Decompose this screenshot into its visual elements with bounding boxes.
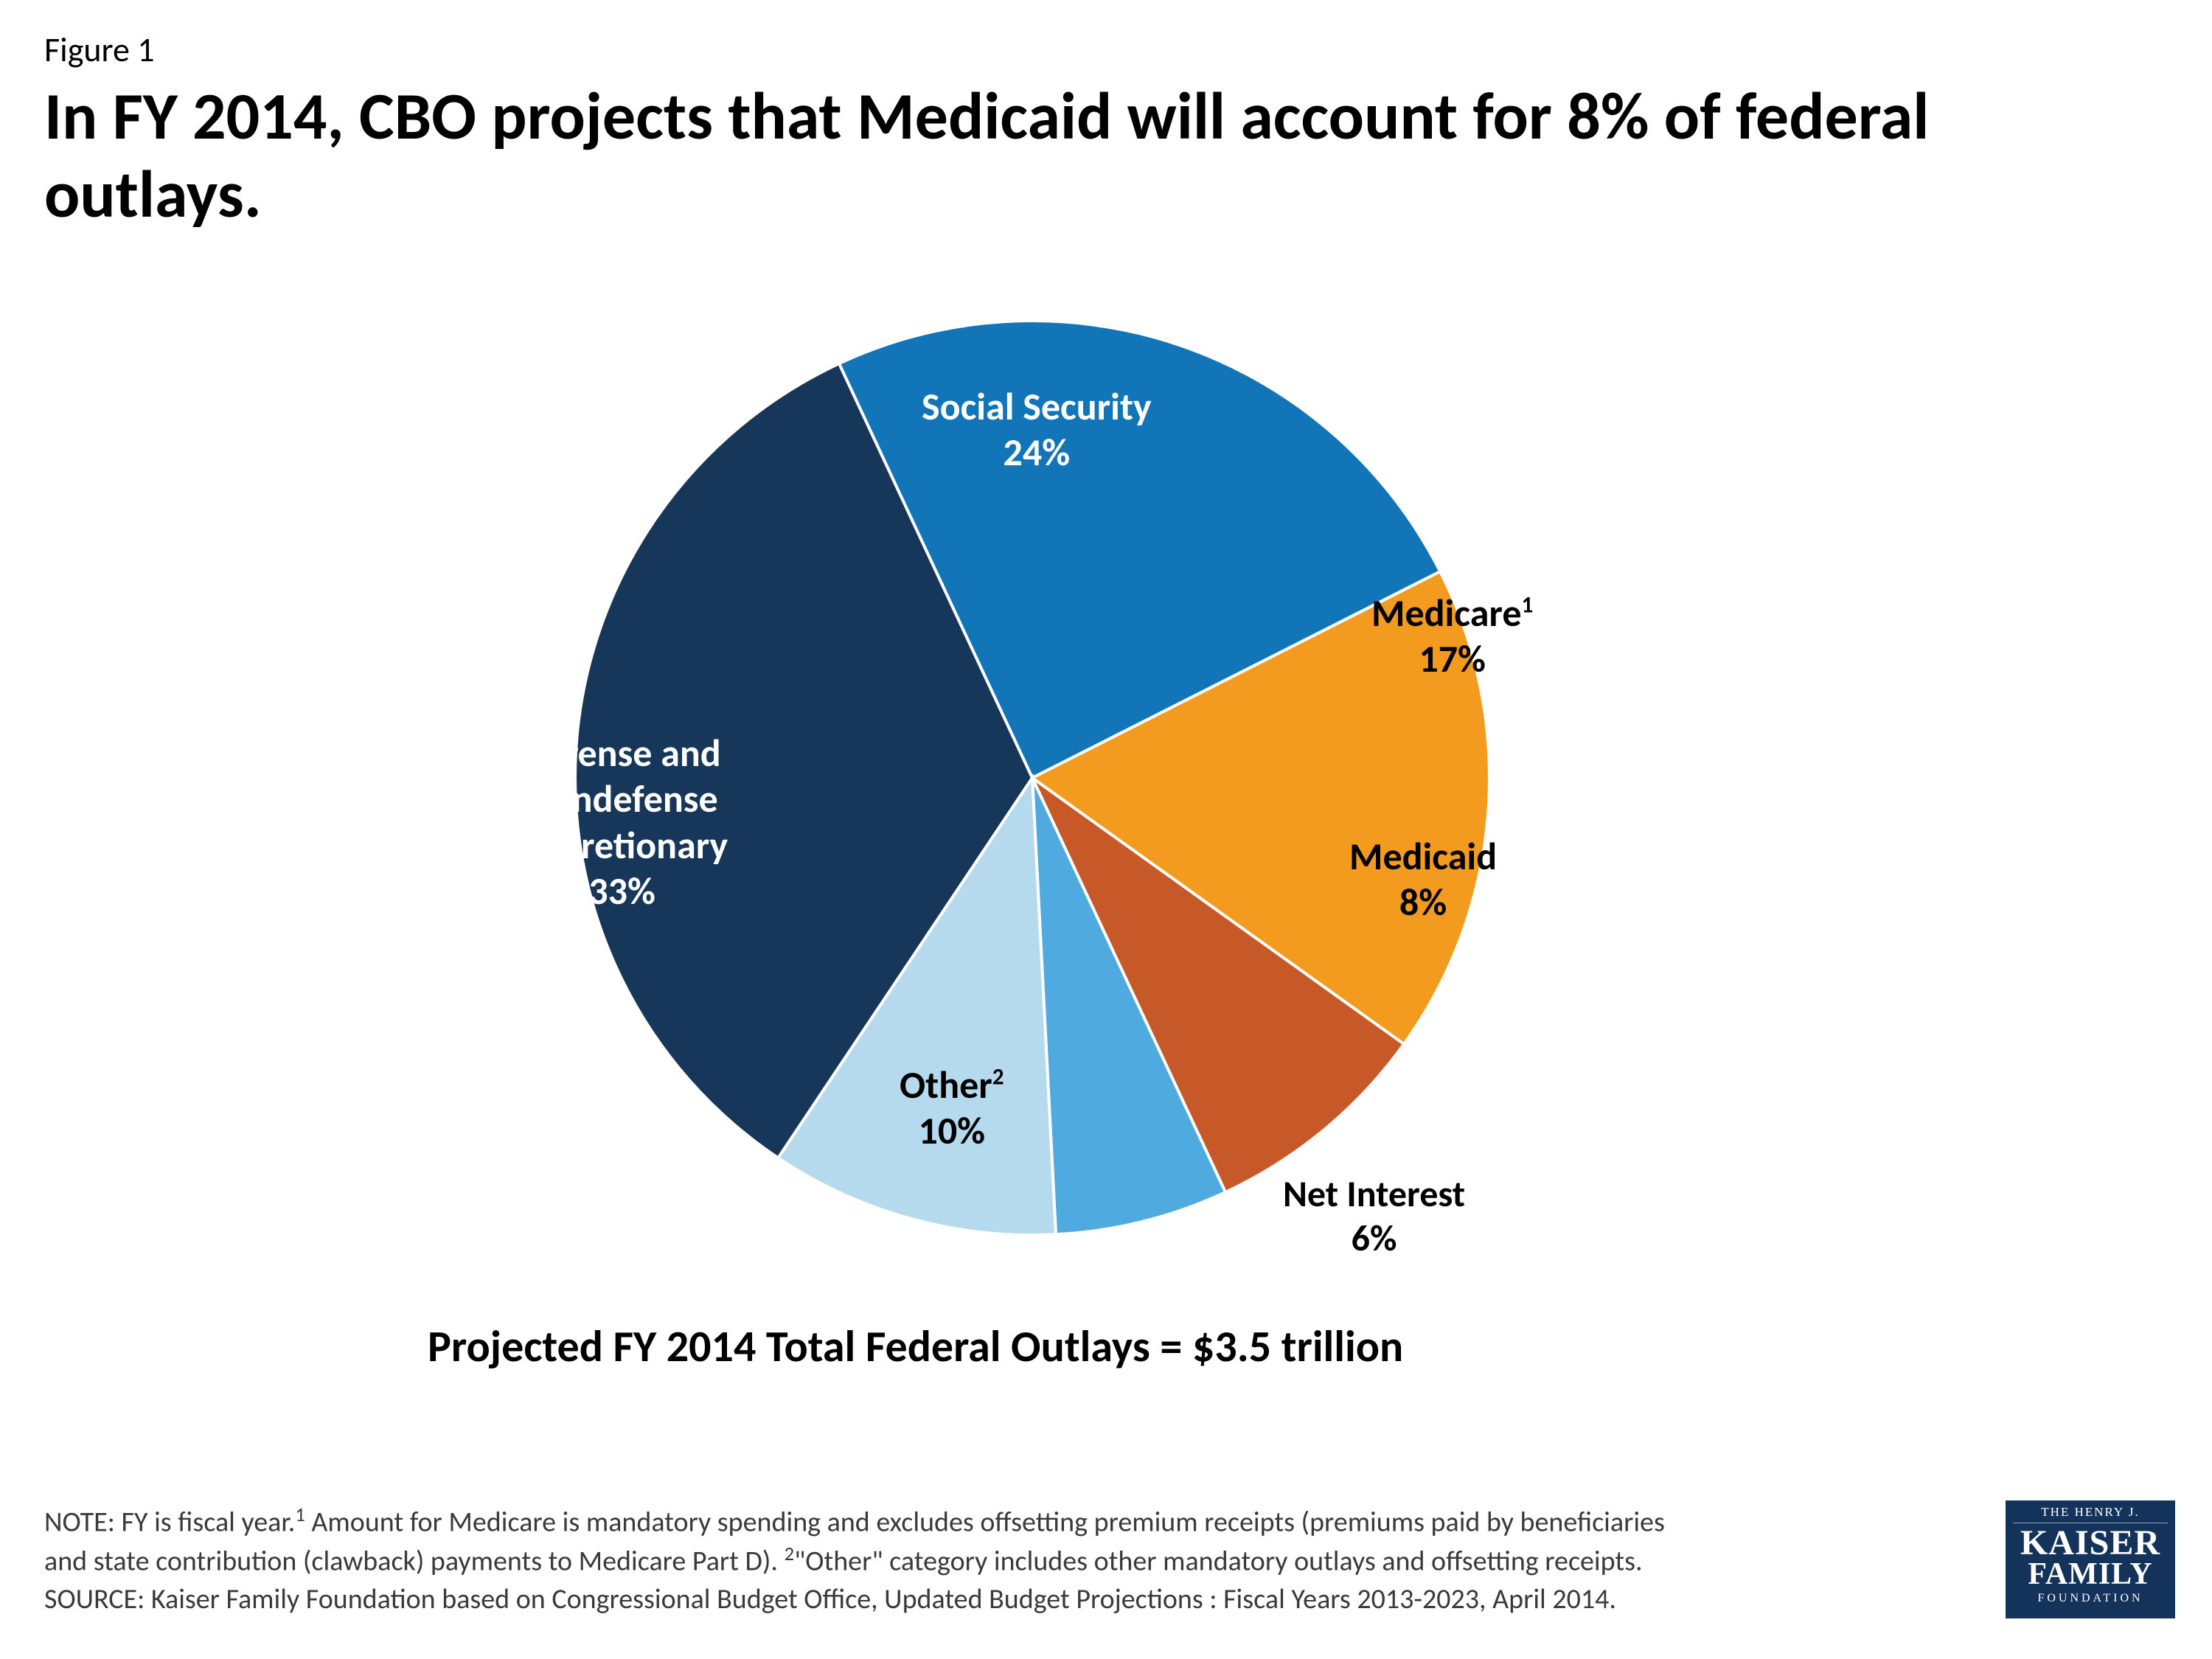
note-line-1: NOTE: FY is fiscal year.1 Amount for Med… [44, 1503, 1976, 1542]
logo-kaiser: KAISER [2008, 1526, 2172, 1560]
slice-label: Other210% [900, 1062, 1004, 1154]
slice-label: Medicare117% [1371, 590, 1533, 682]
footnotes: NOTE: FY is fiscal year.1 Amount for Med… [44, 1503, 1976, 1618]
note-text: and state contribution (clawback) paymen… [44, 1544, 785, 1578]
kaiser-logo: THE HENRY J. KAISER FAMILY FOUNDATION [2006, 1500, 2175, 1618]
slice-label: Net Interest6% [1283, 1172, 1465, 1261]
slice-label: Social Security24% [922, 383, 1152, 476]
figure-label: Figure 1 [44, 29, 155, 71]
logo-top: THE HENRY J. [2013, 1505, 2168, 1523]
superscript: 1 [295, 1503, 305, 1527]
note-text: Amount for Medicare is mandatory spendin… [305, 1505, 1665, 1539]
chart-title: In FY 2014, CBO projects that Medicaid w… [44, 77, 2109, 234]
chart-caption: Projected FY 2014 Total Federal Outlays … [428, 1320, 1403, 1374]
logo-family: FAMILY [2008, 1560, 2172, 1590]
note-text: "Other" category includes other mandator… [794, 1544, 1643, 1578]
superscript: 2 [785, 1543, 794, 1566]
note-text: NOTE: FY is fiscal year. [44, 1505, 295, 1539]
slice-label: Medicaid8% [1349, 833, 1497, 925]
note-line-2: and state contribution (clawback) paymen… [44, 1542, 1976, 1581]
slice-label: Defense andNondefenseDiscretionary33% [516, 730, 728, 914]
logo-foundation: FOUNDATION [2008, 1592, 2172, 1605]
source-line: SOURCE: Kaiser Family Foundation based o… [44, 1581, 1976, 1618]
